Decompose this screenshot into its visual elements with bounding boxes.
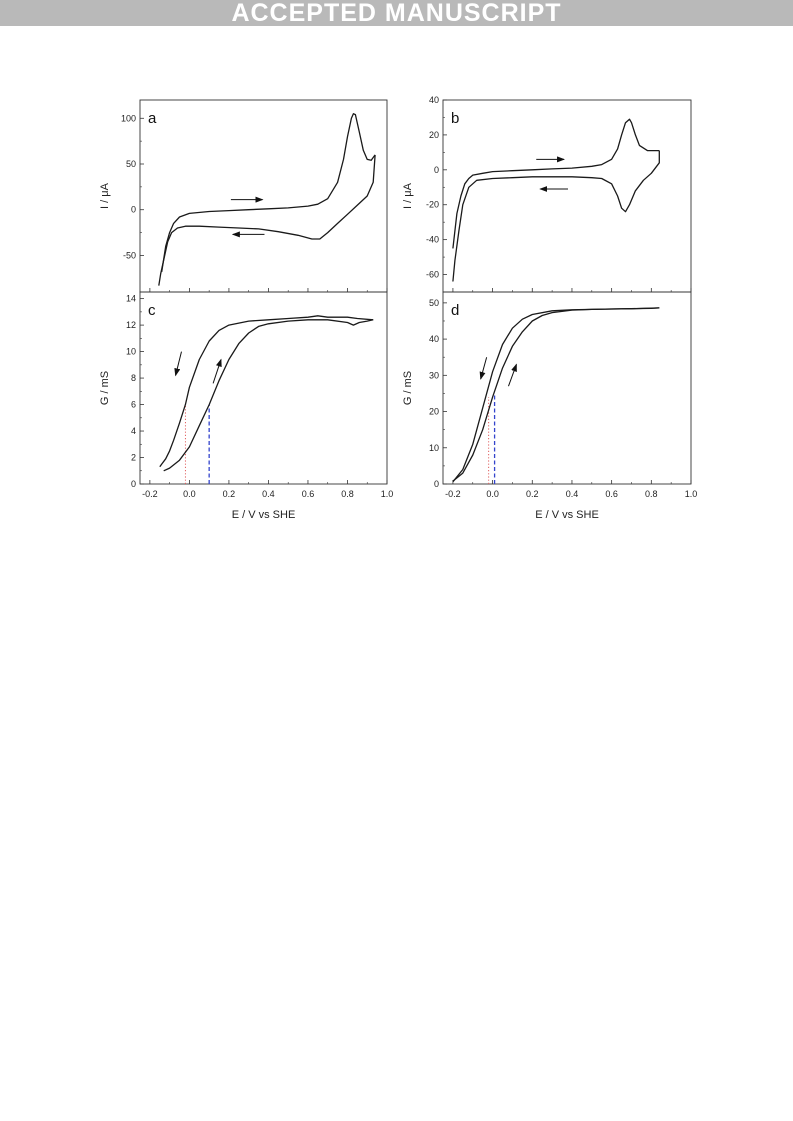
accepted-manuscript-banner: ACCEPTED MANUSCRIPT	[0, 0, 793, 27]
y-tick-label: -60	[426, 270, 439, 280]
scan-direction-arrow	[212, 358, 222, 384]
y-axis-title: I / μA	[402, 182, 414, 209]
x-tick-label: 0.0	[183, 489, 196, 499]
panel-b: b -60 -40 -20 0 20 40 I / μA	[402, 95, 692, 293]
x-tick-label: 0.4	[566, 489, 579, 499]
x-tick-label: 0.8	[341, 489, 354, 499]
y-tick-label: 100	[121, 113, 136, 123]
x-tick-label: 0.2	[526, 489, 539, 499]
panel-b-frame	[442, 99, 692, 293]
y-axis-title: G / mS	[402, 371, 414, 405]
y-tick-label: 40	[429, 334, 439, 344]
panel-d: d 0 10 20 30 40 50 -0.2 0.0 0.2 0.4 0.6 0.8 1.0 G / mS…	[402, 291, 698, 521]
y-tick-label: -50	[123, 250, 136, 260]
panel-b-letter: b	[451, 110, 459, 127]
series-line-2	[452, 307, 660, 483]
y-tick-label: 2	[131, 453, 136, 463]
y-axis-title: I / μA	[99, 182, 111, 209]
x-tick-label: 0.8	[645, 489, 658, 499]
series-line-1	[452, 307, 660, 482]
scan-direction-arrow	[508, 363, 517, 387]
y-tick-label: 6	[131, 400, 136, 410]
y-tick-label: 14	[126, 294, 136, 304]
series-line-1	[161, 113, 376, 273]
x-axis-title: E / V vs SHE	[232, 509, 296, 521]
series-line-2	[159, 315, 374, 468]
x-tick-label: 0.4	[262, 489, 275, 499]
y-tick-label: 10	[429, 443, 439, 453]
y-tick-label: 12	[126, 320, 136, 330]
y-tick-label: 0	[434, 479, 439, 489]
series-line-2	[158, 154, 376, 286]
y-tick-label: 50	[429, 298, 439, 308]
y-tick-label: 20	[429, 407, 439, 417]
x-tick-label: 1.0	[685, 489, 698, 499]
series-line-1	[452, 118, 660, 249]
x-tick-label: 0.6	[302, 489, 315, 499]
x-tick-label: 0.0	[486, 489, 499, 499]
panel-d-frame	[442, 291, 692, 485]
x-tick-label: 1.0	[381, 489, 394, 499]
panel-a-frame	[139, 99, 388, 293]
series-line-1	[163, 319, 374, 472]
banner-text: ACCEPTED MANUSCRIPT	[231, 0, 562, 27]
x-tick-label: 0.6	[605, 489, 618, 499]
y-tick-label: -20	[426, 200, 439, 210]
panel-c: c 0 2 4 6 8 10 12 14 -0.2 0.0 0.2 0.4 0.6 0.8 1.0 G / mS…	[99, 291, 394, 521]
panel-c-frame	[139, 291, 388, 485]
y-tick-label: 20	[429, 130, 439, 140]
y-tick-label: 4	[131, 426, 136, 436]
y-tick-label: 0	[131, 205, 136, 215]
x-axis-title: E / V vs SHE	[535, 509, 599, 521]
y-tick-label: 30	[429, 370, 439, 380]
y-tick-label: -40	[426, 235, 439, 245]
scan-direction-arrow	[174, 351, 182, 377]
x-tick-label: -0.2	[142, 489, 158, 499]
y-tick-label: 0	[131, 479, 136, 489]
x-tick-label: -0.2	[445, 489, 461, 499]
panel-c-letter: c	[148, 302, 156, 319]
y-axis-title: G / mS	[99, 371, 111, 405]
scan-direction-arrow	[479, 357, 488, 380]
y-tick-label: 40	[429, 95, 439, 105]
y-tick-label: 50	[126, 159, 136, 169]
panel-a-letter: a	[148, 110, 157, 127]
panel-a: a -50 0 50 100 I / μA	[99, 99, 388, 293]
y-tick-label: 0	[434, 165, 439, 175]
series-line-2	[452, 150, 660, 282]
y-tick-label: 10	[126, 347, 136, 357]
x-tick-label: 0.2	[223, 489, 236, 499]
panel-d-letter: d	[451, 302, 459, 319]
y-tick-label: 8	[131, 373, 136, 383]
